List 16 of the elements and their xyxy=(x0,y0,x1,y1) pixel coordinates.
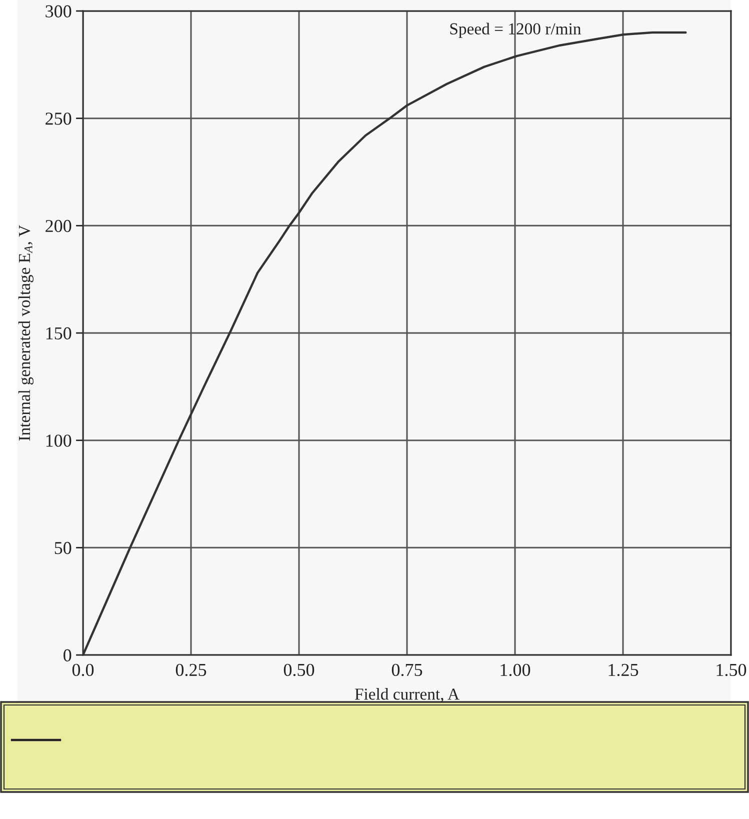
x-tick-label: 0.0 xyxy=(72,664,94,676)
x-tick-label: 1.25 xyxy=(608,664,638,676)
y-tick-label: 50 xyxy=(54,542,72,554)
x-tick-label: 0.25 xyxy=(176,664,206,676)
x-axis-title: Field current, A xyxy=(354,688,460,702)
x-tick-label: 0.50 xyxy=(284,664,314,676)
x-tick-label: 1.50 xyxy=(716,664,746,676)
y-axis-title: Internal generated voltage E$_{A}$, V xyxy=(18,225,34,441)
y-tick-label: 100 xyxy=(46,434,72,447)
x-tick-label: 0.75 xyxy=(392,664,422,676)
y-tick-label: 0 xyxy=(64,649,72,662)
y-tick-label: 200 xyxy=(46,220,72,232)
y-tick-label: 150 xyxy=(46,327,72,340)
y-tick-label: 300 xyxy=(46,5,72,18)
y-tick-label: 250 xyxy=(46,112,72,125)
x-tick-label: 1.00 xyxy=(500,664,530,676)
